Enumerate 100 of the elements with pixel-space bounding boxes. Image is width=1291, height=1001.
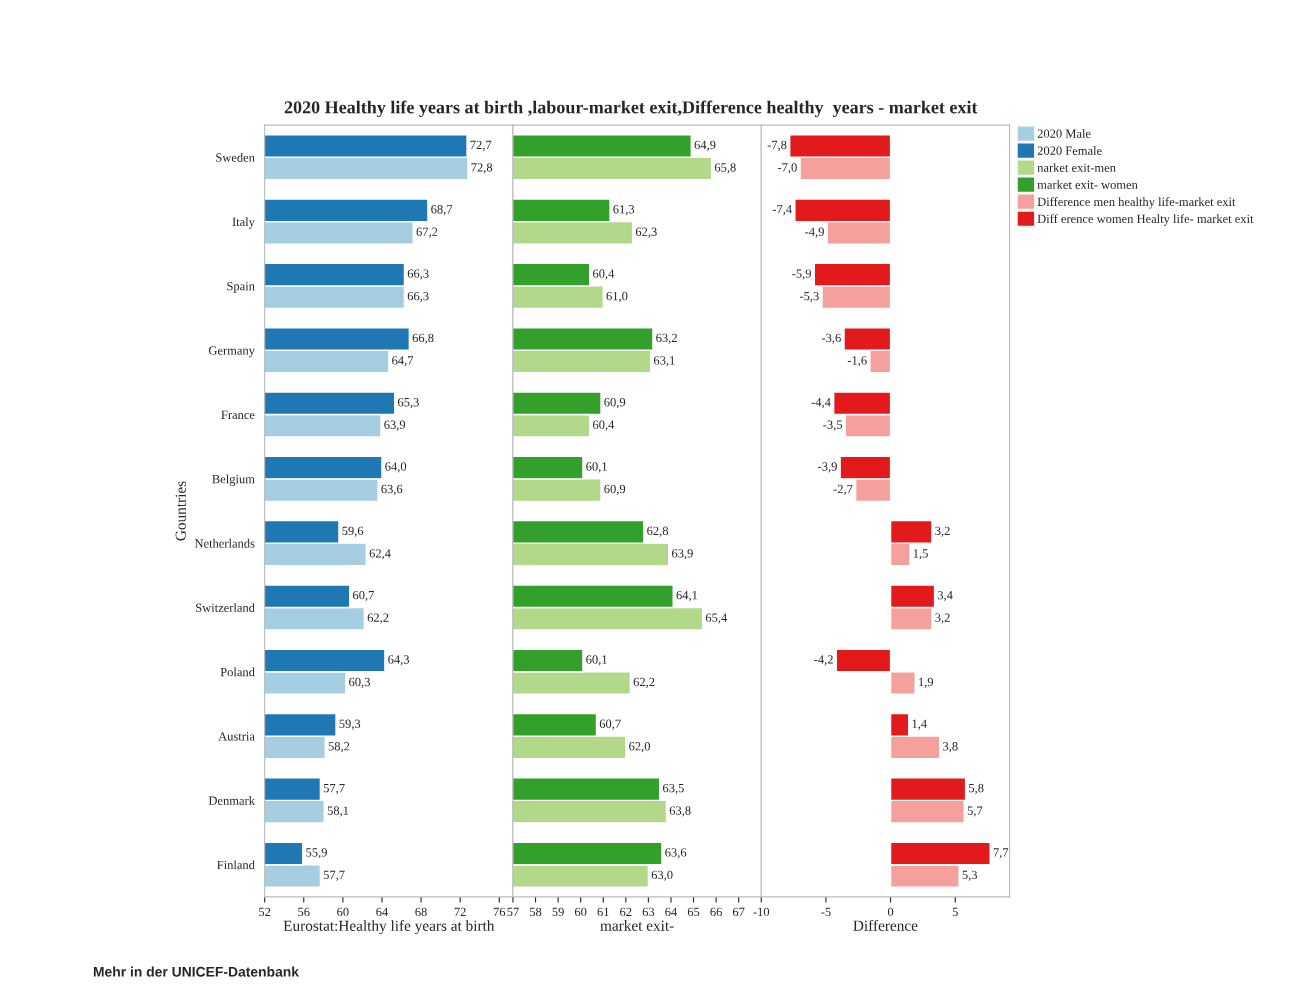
x-tick-label: 66: [710, 907, 722, 917]
data-label: -5,3: [799, 291, 819, 303]
data-label: 3,4: [937, 590, 953, 602]
data-label: 63,6: [381, 484, 403, 496]
data-label: 72,7: [470, 140, 492, 151]
data-label: 1,9: [919, 677, 934, 688]
data-label: 63,6: [665, 848, 687, 859]
legend-label: 2020 Female: [1037, 146, 1102, 155]
x-tick-label: 76: [493, 907, 506, 917]
data-label: -3,5: [823, 420, 843, 431]
x-tick-label: 64: [376, 907, 389, 917]
x-tick-label: 63: [642, 907, 655, 917]
legend-label: narket exit-men: [1037, 163, 1116, 172]
data-label: 68,7: [431, 205, 453, 216]
data-label: 65,4: [705, 613, 728, 624]
y-tick-label: Germany: [208, 346, 255, 358]
y-tick-label: Denmark: [208, 796, 255, 805]
data-label: 64,1: [676, 590, 698, 602]
y-tick-label: Sweden: [216, 152, 255, 162]
data-label: 66,8: [412, 333, 434, 344]
data-label: -3,9: [818, 462, 837, 473]
x-tick-label: 65: [687, 907, 700, 917]
data-label: -4,2: [814, 655, 833, 666]
x-tick-label: 64: [665, 907, 678, 917]
data-label: 63,1: [653, 356, 675, 367]
data-label: 63,2: [656, 333, 677, 344]
x-tick-label: 0: [887, 907, 894, 917]
data-label: 57,7: [323, 783, 345, 795]
data-label: 62,8: [647, 526, 669, 537]
data-label: 58,1: [327, 806, 349, 817]
x-tick-label: 57: [507, 907, 519, 917]
data-label: -1,6: [847, 356, 867, 367]
data-label: 62,3: [635, 227, 657, 238]
y-tick-label: Poland: [220, 667, 255, 677]
data-label: 62,0: [629, 742, 650, 753]
y-tick-label: Finland: [217, 860, 255, 870]
x-tick-label: 58: [530, 907, 542, 917]
x-axis-title: market exit-: [600, 920, 674, 931]
data-label: 63,9: [672, 549, 693, 560]
x-axis-title: Difference: [853, 919, 918, 931]
x-tick-label: 60: [574, 907, 587, 917]
data-label: 60,1: [586, 655, 607, 666]
y-tick-label: Switzerland: [196, 603, 255, 612]
data-label: -2,7: [833, 484, 853, 496]
data-label: 61,3: [613, 205, 635, 216]
y-tick-label: Belgium: [212, 474, 255, 486]
data-label: 64,3: [388, 655, 410, 666]
x-tick-label: 60: [337, 907, 349, 917]
data-label: -7,8: [767, 140, 787, 151]
data-label: -3,6: [821, 333, 841, 344]
data-label: 60,1: [586, 462, 607, 473]
data-label: 55,9: [306, 848, 327, 859]
data-label: 63,0: [651, 870, 673, 881]
x-tick-label: -10: [753, 907, 770, 917]
data-label: 1,5: [913, 549, 928, 560]
x-tick-label: 52: [259, 907, 271, 917]
data-label: 63,9: [384, 420, 406, 431]
data-label: 67,2: [416, 227, 438, 238]
data-label: 64,9: [694, 140, 716, 151]
x-tick-label: 5: [952, 907, 958, 917]
x-tick-label: 68: [415, 907, 427, 917]
x-tick-label: 62: [620, 907, 632, 917]
data-label: 60,7: [353, 590, 374, 602]
y-tick-label: France: [221, 410, 255, 419]
data-label: -4,9: [805, 227, 824, 238]
y-axis-title: Gountries: [175, 481, 186, 541]
x-tick-label: 67: [732, 907, 745, 917]
data-label: 7,7: [993, 848, 1009, 859]
data-label: 57,7: [323, 870, 345, 881]
x-tick-label: 61: [597, 907, 609, 917]
data-label: 61,0: [606, 291, 628, 303]
data-label: 64,0: [385, 462, 407, 473]
data-label: -7,0: [777, 163, 797, 174]
x-axis-title: Eurostat:Healthy life years at birth: [283, 920, 495, 935]
data-label: 62,2: [367, 613, 389, 624]
legend-label: Difference men healthy life-market exit: [1037, 197, 1236, 209]
data-label: 66,3: [407, 269, 429, 280]
data-label: 59,6: [342, 526, 364, 537]
data-label: 5,8: [969, 783, 984, 795]
data-label: 59,3: [339, 719, 361, 730]
data-label: 5,3: [962, 870, 978, 881]
data-label: 72,8: [471, 163, 493, 174]
data-label: 60,4: [593, 420, 615, 431]
data-label: 60,9: [604, 484, 626, 496]
data-label: 58,2: [328, 742, 350, 753]
legend-label: 2020 Male: [1037, 129, 1091, 138]
data-label: -4,4: [811, 398, 831, 409]
text: 2020 Healthy life years at birth ,labour-market exit,Difference healthy years - market exit: [284, 100, 978, 118]
data-label: 3,8: [943, 742, 958, 753]
data-label: -7,4: [772, 205, 792, 216]
data-label: 60,7: [599, 719, 621, 730]
data-label: 3,2: [935, 613, 950, 624]
data-label: 62,4: [369, 549, 391, 560]
data-label: 63,5: [663, 783, 684, 795]
x-tick-label: -5: [821, 907, 831, 917]
x-tick-label: 72: [454, 907, 466, 916]
data-label: 3,2: [935, 526, 950, 537]
x-tick-label: 59: [552, 907, 564, 917]
legend-label: market exit- women: [1037, 180, 1138, 189]
data-label: 66,3: [407, 291, 429, 303]
